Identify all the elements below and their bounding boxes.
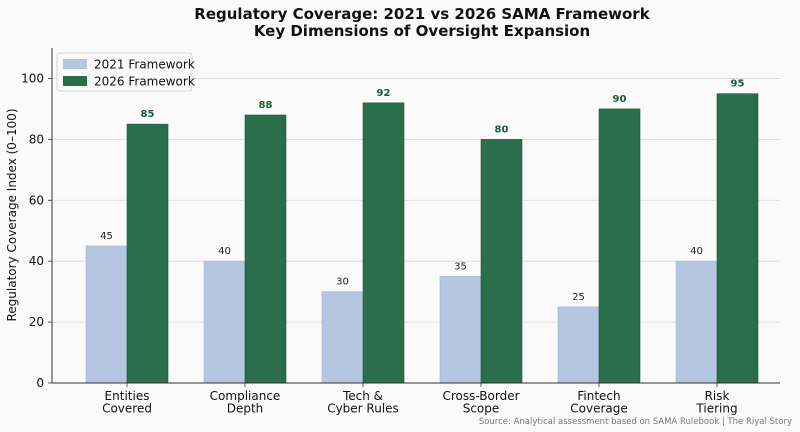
x-tick-label: Coverage [570, 402, 628, 416]
bar-2021-4 [557, 306, 600, 384]
bar-2026-4 [598, 108, 641, 384]
value-label: 25 [572, 292, 585, 303]
y-tick-label: 0 [36, 376, 44, 390]
chart-title: Regulatory Coverage: 2021 vs 2026 SAMA F… [194, 5, 650, 23]
x-tick-label: Cyber Rules [327, 402, 399, 416]
legend: 2021 Framework 2026 Framework [56, 52, 195, 92]
bar-2026-2 [362, 102, 405, 384]
value-label: 95 [731, 79, 745, 90]
legend-swatch [63, 76, 87, 86]
x-tick-label: Tech & [342, 389, 383, 403]
legend-box [56, 52, 193, 92]
bar-2026-3 [480, 139, 523, 384]
x-tick-label: Entities [105, 389, 150, 403]
x-tick-label: Covered [102, 402, 152, 416]
bar-2021-3 [439, 276, 482, 384]
bar-2026-0 [126, 123, 169, 384]
source-note: Source: Analytical assessment based on S… [479, 417, 792, 427]
value-label: 85 [141, 109, 155, 120]
value-label: 40 [218, 246, 231, 257]
axes [51, 48, 780, 384]
x-tick-label: Depth [227, 402, 264, 416]
y-tick-label: 80 [29, 132, 44, 146]
value-label: 45 [100, 231, 113, 242]
y-tick-label: 40 [29, 254, 44, 268]
value-label: 88 [259, 100, 273, 111]
bar-2021-0 [85, 245, 128, 384]
bar-2026-1 [244, 114, 287, 384]
x-tick-label: Compliance [210, 389, 281, 403]
value-label: 92 [377, 88, 391, 99]
x-tick-label: Risk [705, 389, 730, 403]
value-label: 40 [690, 246, 703, 257]
legend-swatch [63, 59, 87, 69]
x-tick-label: Fintech [577, 389, 620, 403]
y-tick-label: 20 [29, 315, 44, 329]
bars [85, 93, 759, 384]
legend-entry: 2026 Framework [94, 75, 195, 89]
bar-2021-5 [675, 260, 718, 384]
value-label: 90 [613, 94, 627, 105]
bar-2021-1 [203, 260, 246, 384]
x-tick-label: Cross-Border [442, 389, 519, 403]
value-label: 35 [454, 261, 467, 272]
x-tick-label: Tiering [695, 402, 737, 416]
y-ticks: 0 20 40 60 80 100 [21, 71, 52, 390]
value-label: 30 [336, 277, 349, 288]
value-label: 80 [495, 124, 509, 135]
y-axis-label: Regulatory Coverage Index (0–100) [5, 108, 19, 321]
x-tick-label: Scope [463, 402, 500, 416]
value-labels: 45 40 30 35 25 40 85 88 92 80 90 95 [100, 79, 744, 303]
bar-2021-2 [321, 291, 364, 384]
legend-entry: 2021 Framework [94, 58, 195, 72]
y-tick-label: 60 [29, 193, 44, 207]
bar-2026-5 [716, 93, 759, 384]
y-tick-label: 100 [21, 71, 44, 85]
chart-subtitle: Key Dimensions of Oversight Expansion [254, 22, 590, 40]
